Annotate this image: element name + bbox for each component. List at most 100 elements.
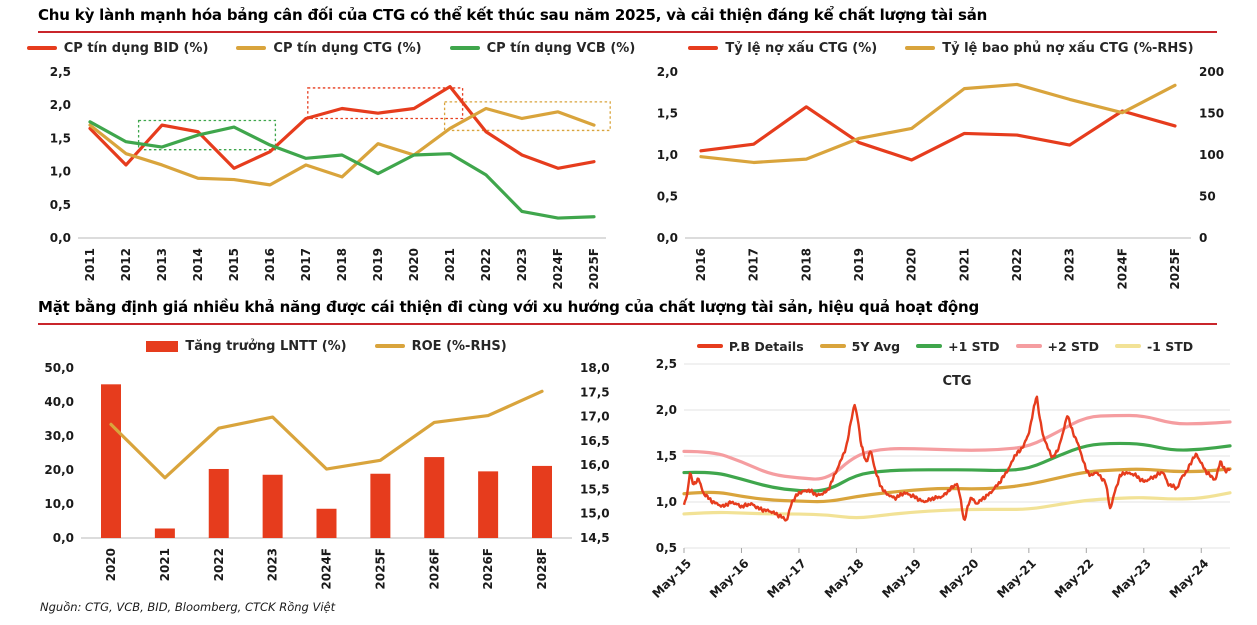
svg-text:2016: 2016 — [694, 248, 708, 281]
annotation-box — [137, 119, 277, 151]
svg-text:0,5: 0,5 — [656, 541, 677, 555]
svg-text:2,5: 2,5 — [50, 65, 71, 79]
svg-text:0,5: 0,5 — [50, 198, 71, 212]
chart-panel-pbt-roe: Tăng trưởng LNTT (%) ROE (%-RHS) 0,0 10,0 2… — [33, 334, 620, 598]
svg-text:2020: 2020 — [407, 248, 421, 281]
svg-text:20,0: 20,0 — [44, 463, 74, 477]
svg-text:2019: 2019 — [852, 248, 866, 281]
section-title-top: Chu kỳ lành mạnh hóa bảng cân đối của CT… — [38, 6, 1217, 33]
legend-item: ROE (%-RHS) — [374, 338, 507, 354]
svg-text:May-24: May-24 — [1167, 556, 1212, 598]
svg-text:May-15: May-15 — [649, 556, 694, 598]
chart-panel-npl-coverage: Tỷ lệ nợ xấu CTG (%) Tỷ lệ bao phủ nợ xấu… — [645, 36, 1237, 290]
legend-line-marker — [1015, 344, 1042, 348]
bar-series — [101, 384, 552, 538]
legend-item: Tỷ lệ bao phủ nợ xấu CTG (%-RHS) — [905, 40, 1194, 56]
svg-text:0: 0 — [1199, 231, 1207, 245]
legend-label: +2 STD — [1047, 338, 1099, 354]
svg-text:May-23: May-23 — [1109, 556, 1154, 598]
svg-text:2025F: 2025F — [1168, 248, 1182, 290]
annotation-box — [443, 101, 611, 132]
legend-item: +2 STD — [1015, 338, 1099, 354]
svg-text:2021: 2021 — [957, 248, 971, 281]
svg-text:2024F: 2024F — [320, 548, 334, 590]
x-axis-labels: May-15 May-16 May-17 May-18 May-19 May-20 May-… — [649, 556, 1211, 598]
legend-label: 5Y Avg — [851, 338, 901, 354]
legend-line-marker — [905, 46, 936, 50]
legend-label: ROE (%-RHS) — [411, 338, 507, 354]
svg-text:2022: 2022 — [1010, 248, 1024, 281]
legend-label: CP tín dụng BID (%) — [63, 40, 209, 56]
svg-text:16,0: 16,0 — [580, 458, 610, 472]
svg-text:100: 100 — [1199, 148, 1224, 162]
svg-text:10,0: 10,0 — [44, 497, 74, 511]
legend-line-marker — [688, 46, 719, 50]
svg-text:2020: 2020 — [104, 548, 118, 581]
svg-text:May-16: May-16 — [707, 556, 752, 598]
svg-text:May-20: May-20 — [937, 556, 982, 598]
svg-text:1,0: 1,0 — [657, 148, 678, 162]
series-line-smooth — [682, 441, 1232, 493]
legend-item: +1 STD — [916, 339, 1000, 354]
legend-label: Tỷ lệ bao phủ nợ xấu CTG (%-RHS) — [942, 40, 1194, 56]
svg-text:40,0: 40,0 — [44, 395, 74, 409]
legend-pb-bands: P.B Details 5Y Avg +1 STD +2 STD -1 STD — [648, 334, 1242, 358]
y-axis-left-labels: 0,0 0,5 1,0 1,5 2,0 2,5 — [50, 65, 71, 245]
svg-text:1,5: 1,5 — [50, 131, 71, 145]
svg-text:2016: 2016 — [263, 248, 277, 281]
legend-item: CP tín dụng VCB (%) — [449, 41, 635, 56]
legend-label: Tỷ lệ nợ xấu CTG (%) — [725, 40, 878, 56]
series-line-smooth — [682, 491, 1232, 520]
svg-text:2024F: 2024F — [551, 248, 565, 290]
svg-text:16,5: 16,5 — [580, 434, 610, 448]
legend-credit-cost: CP tín dụng BID (%) CP tín dụng CTG (%) CP… — [26, 36, 635, 60]
pbt-growth-roe-chart: 0,010,020,030,040,050,014,515,015,516,01… — [44, 361, 610, 590]
section-title-bottom: Mặt bằng định giá nhiều khả năng được cá… — [38, 298, 1217, 325]
series-line — [699, 82, 1177, 165]
svg-text:2023: 2023 — [515, 248, 529, 281]
legend-line-marker — [819, 344, 846, 348]
svg-text:14,5: 14,5 — [580, 531, 610, 545]
svg-text:2028F: 2028F — [535, 548, 549, 590]
svg-text:2014: 2014 — [191, 248, 205, 281]
series-line — [88, 120, 596, 220]
svg-text:1,0: 1,0 — [656, 495, 677, 509]
svg-text:2023: 2023 — [266, 548, 280, 581]
svg-text:2025F: 2025F — [587, 248, 601, 290]
svg-text:150: 150 — [1199, 107, 1224, 121]
svg-text:2024F: 2024F — [1115, 248, 1129, 290]
svg-text:2021: 2021 — [443, 248, 457, 281]
source-note: Nguồn: CTG, VCB, BID, Bloomberg, CTCK Rồ… — [40, 600, 336, 614]
series-line — [88, 106, 596, 187]
svg-text:2022: 2022 — [212, 548, 226, 581]
chart-panel-pb-bands: P.B Details 5Y Avg +1 STD +2 STD -1 STD 0,5 1… — [648, 334, 1242, 598]
svg-text:17,0: 17,0 — [580, 410, 610, 424]
svg-text:2015: 2015 — [227, 248, 241, 281]
legend-item: CP tín dụng CTG (%) — [236, 41, 422, 56]
legend-line-marker — [696, 344, 723, 348]
y-axis-left-labels: 0,0 0,5 1,0 1,5 2,0 — [657, 65, 678, 245]
svg-text:2018: 2018 — [799, 248, 813, 281]
svg-text:50,0: 50,0 — [44, 361, 74, 375]
legend-line-marker — [449, 46, 480, 50]
series-line-jagged — [682, 395, 1231, 522]
chart-inner-title: CTG — [942, 374, 971, 389]
legend-line-marker — [236, 46, 267, 50]
legend-line-marker — [916, 344, 943, 348]
svg-text:2026F: 2026F — [427, 548, 441, 590]
svg-text:2013: 2013 — [155, 248, 169, 281]
svg-text:0,5: 0,5 — [657, 190, 678, 204]
svg-text:2,0: 2,0 — [657, 65, 678, 79]
svg-text:2,5: 2,5 — [656, 358, 677, 371]
series-line — [88, 85, 596, 170]
legend-item: Tỷ lệ nợ xấu CTG (%) — [688, 41, 877, 56]
svg-text:2020: 2020 — [905, 248, 919, 281]
series-line-smooth — [682, 413, 1232, 481]
legend-label: P.B Details — [728, 338, 804, 354]
svg-text:15,5: 15,5 — [580, 482, 610, 496]
legend-line-marker — [374, 344, 405, 348]
